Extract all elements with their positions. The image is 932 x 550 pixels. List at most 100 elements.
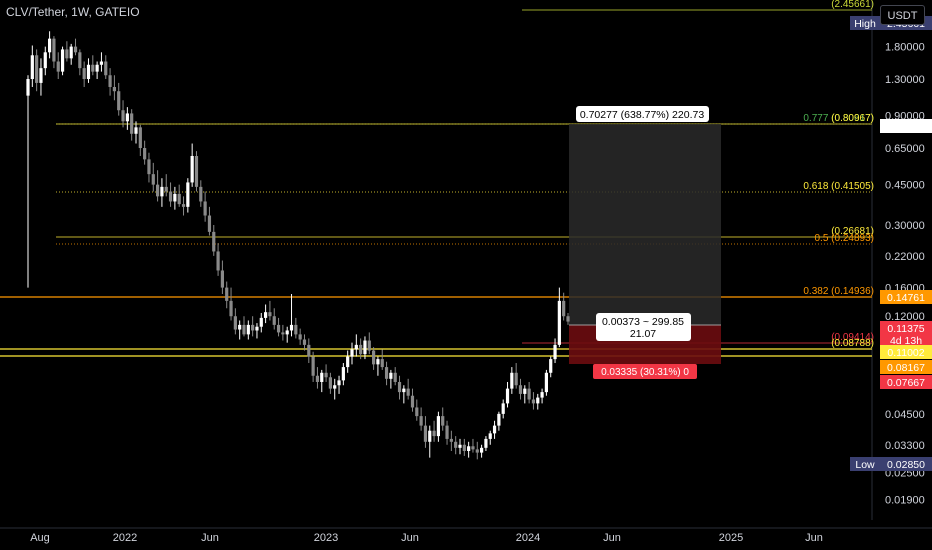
- x-tick-label: Jun: [401, 532, 419, 544]
- candle-body: [52, 38, 56, 62]
- price-tag-box: [880, 375, 932, 389]
- entry-label-box: [596, 313, 691, 341]
- candle-body: [441, 416, 445, 426]
- candle-body: [78, 52, 82, 69]
- candle-body: [298, 334, 302, 340]
- price-tag-value: 0.81279: [887, 121, 925, 133]
- fib-retracement[interactable]: (2.45661) 0.777 (0.80617)(0.80967) 0.618 (…: [0, 0, 875, 357]
- candle-body: [363, 340, 367, 355]
- long-position-tool[interactable]: 0.70277 (638.77%) 220.73 0.00373 ~ 299.85…: [569, 106, 721, 379]
- candle-body: [138, 127, 142, 149]
- candle-body: [527, 388, 531, 400]
- currency-button[interactable]: USDT: [880, 5, 925, 25]
- candle-body: [194, 155, 199, 187]
- candle-body: [484, 438, 488, 448]
- candle-body: [480, 447, 484, 453]
- candle-body: [143, 148, 147, 160]
- candle-body: [35, 55, 39, 83]
- candle-body: [112, 86, 116, 92]
- price-tag-box: [880, 321, 932, 347]
- profit-label: 0.70277 (638.77%) 220.73: [580, 109, 705, 121]
- candle-body: [380, 359, 384, 368]
- candle-body: [220, 270, 224, 288]
- candle-body: [125, 113, 129, 122]
- candle-body: [428, 430, 432, 442]
- y-tick-label: 0.03300: [885, 440, 925, 452]
- candle-body: [147, 159, 151, 175]
- entry-label-line1: 0.00373 ~ 299.85: [602, 316, 684, 328]
- fib-level-label: (2.45661): [831, 0, 874, 10]
- chart-title: CLV/Tether, 1W, GATEIO: [6, 5, 140, 19]
- candle-body: [397, 381, 402, 393]
- candle-body: [553, 344, 557, 360]
- candle-body: [289, 324, 294, 331]
- candle-body: [43, 52, 47, 69]
- candle-body: [86, 64, 91, 80]
- candles: [26, 31, 570, 460]
- y-tick-label: 0.45000: [885, 180, 925, 192]
- candle-body: [328, 377, 332, 389]
- candle-body: [467, 446, 471, 451]
- fib-level-label: 0.5 (0.24893): [815, 233, 875, 244]
- candle-body: [26, 79, 30, 96]
- fib-level-label: (0.09414): [831, 332, 874, 343]
- x-tick-label: 2024: [516, 532, 540, 544]
- candle-body: [302, 339, 307, 345]
- candle-body: [436, 416, 440, 437]
- price-tag-value: 0.08167: [887, 362, 925, 374]
- candle-body: [164, 186, 168, 192]
- candle-body: [121, 110, 125, 122]
- candle-body: [108, 75, 112, 87]
- candle-body: [30, 55, 34, 80]
- candle-body: [160, 186, 164, 197]
- time-axis[interactable]: Aug 2022 Jun 2023 Jun 2024 Jun 2025 Jun: [30, 532, 823, 544]
- candle-body: [346, 356, 350, 368]
- candle-body: [315, 375, 320, 382]
- candle-body: [225, 287, 229, 301]
- candle-body: [281, 332, 285, 335]
- candle-body: [354, 344, 358, 350]
- price-tag-box: [880, 457, 932, 471]
- fib-level-label: 0.382 (0.14936): [803, 286, 874, 297]
- candle-body: [307, 344, 311, 357]
- price-tag-value: 0.11375: [887, 323, 924, 335]
- price-tag-caption: Low: [855, 459, 875, 471]
- candle-body: [39, 68, 43, 83]
- candle-body: [384, 367, 389, 379]
- candle-body: [423, 425, 428, 442]
- candle-body: [492, 425, 497, 434]
- y-tick-label: 0.22000: [885, 251, 925, 263]
- price-tag-value: 0.11002: [887, 347, 924, 359]
- candle-body: [134, 127, 138, 134]
- candle-body: [168, 191, 173, 202]
- candle-body: [207, 215, 212, 232]
- profit-zone[interactable]: [569, 124, 721, 325]
- entry-label-line2: 21.07: [630, 328, 656, 340]
- candle-body: [238, 324, 242, 330]
- loss-label: 0.03335 (30.31%) 0: [601, 367, 689, 378]
- candle-body: [402, 388, 406, 393]
- candle-body: [540, 392, 544, 398]
- candle-body: [557, 300, 561, 345]
- candle-body: [268, 312, 272, 317]
- candle-body: [117, 91, 121, 111]
- candle-body: [497, 413, 501, 426]
- candle-body: [562, 300, 566, 317]
- candle-body: [255, 326, 259, 331]
- fib-level-label: (0.08788): [831, 338, 874, 349]
- candle-body: [505, 388, 510, 404]
- candle-body: [186, 182, 190, 207]
- candle-body: [229, 300, 233, 317]
- x-tick-label: 2025: [719, 532, 743, 544]
- candle-body: [372, 350, 376, 365]
- candle-body: [389, 372, 393, 379]
- candle-body: [276, 324, 281, 333]
- candle-body: [104, 61, 108, 76]
- candle-body: [445, 425, 449, 439]
- y-tick-label: 0.65000: [885, 143, 925, 155]
- y-tick-label: 0.30000: [885, 220, 925, 232]
- candle-body: [294, 324, 298, 335]
- candle-body: [549, 359, 553, 373]
